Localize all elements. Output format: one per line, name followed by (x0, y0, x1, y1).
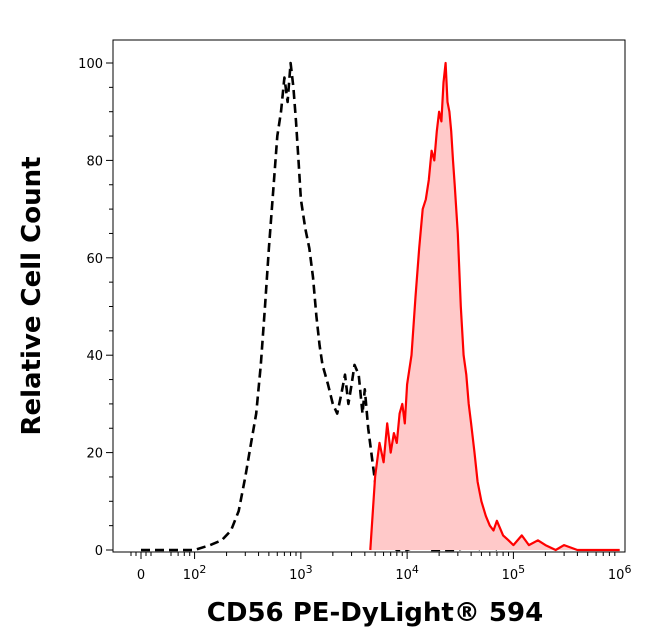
y-tick-label: 100 (78, 57, 103, 72)
x-tick-label: 0 (137, 568, 145, 583)
x-axis-title: CD56 PE-DyLight® 594 (207, 598, 543, 628)
x-axis: 0 102 103 104 105 106 (130, 552, 632, 583)
y-tick-label: 20 (86, 447, 103, 462)
x-tick-label: 103 (289, 563, 313, 583)
plot-frame (112, 39, 626, 553)
x-tick-label: 105 (502, 563, 526, 583)
y-tick-label: 0 (95, 544, 103, 559)
y-axis: 0 20 40 60 80 100 (78, 57, 113, 559)
series-1-area (370, 63, 620, 550)
x-tick-label: 106 (608, 563, 632, 583)
series-1-line (369, 61, 620, 552)
x-tick-label: 104 (395, 563, 419, 583)
y-tick-label: 80 (86, 154, 103, 169)
y-tick-label: 60 (86, 252, 103, 267)
series-layer (141, 61, 620, 552)
x-tick-label: 102 (183, 563, 207, 583)
y-tick-label: 40 (86, 349, 103, 364)
y-axis-title: Relative Cell Count (17, 156, 47, 435)
series-0-line (141, 61, 498, 552)
